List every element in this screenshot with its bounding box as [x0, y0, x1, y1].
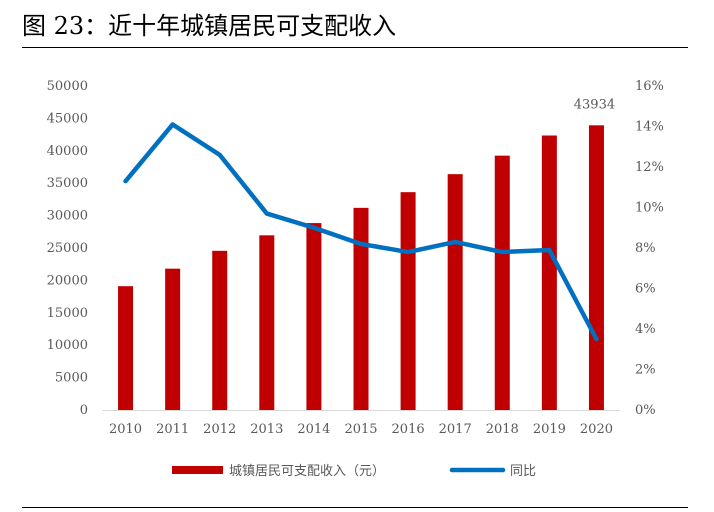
bar-2016: [400, 192, 416, 410]
y-left-tick-label: 25000: [47, 241, 88, 256]
data-label: 43934: [574, 97, 615, 112]
y-left-tick-label: 45000: [47, 111, 88, 126]
x-tick-label: 2013: [250, 422, 283, 437]
bar-2018: [494, 155, 510, 410]
legend-label-income: 城镇居民可支配收入（元）: [229, 464, 385, 479]
bar-2010: [118, 286, 134, 410]
x-tick-label: 2016: [392, 422, 425, 437]
legend-swatch-bar: [172, 466, 223, 474]
y-right-tick-label: 10%: [635, 201, 664, 216]
bar-2015: [353, 207, 369, 410]
y-left-tick-label: 35000: [47, 176, 88, 191]
x-tick-label: 2014: [297, 422, 330, 437]
bar-2020: [588, 125, 604, 410]
bar-2017: [447, 174, 463, 410]
y-left-tick-label: 15000: [47, 306, 88, 321]
y-right-tick-label: 14%: [635, 120, 664, 135]
bar-2014: [306, 223, 322, 410]
x-tick-label: 2011: [156, 422, 189, 437]
legend-label-growth: 同比: [510, 464, 536, 479]
x-tick-label: 2017: [439, 422, 472, 437]
figure-title: 图 23：近十年城镇居民可支配收入: [22, 12, 397, 40]
y-left-tick-label: 40000: [47, 144, 88, 159]
x-tick-label: 2018: [486, 422, 519, 437]
y-left-tick-label: 20000: [47, 273, 88, 288]
y-left-tick-label: 5000: [55, 371, 88, 386]
y-right-tick-label: 4%: [635, 322, 656, 337]
bottom-rule: [22, 507, 688, 508]
x-tick-label: 2015: [344, 422, 377, 437]
y-right-tick-label: 6%: [635, 282, 656, 297]
y-right-tick-label: 2%: [635, 363, 656, 378]
y-right-tick-label: 8%: [635, 241, 656, 256]
y-left-tick-label: 10000: [47, 338, 88, 353]
bar-2011: [165, 268, 181, 410]
bar-2019: [541, 135, 557, 411]
x-tick-label: 2010: [109, 422, 142, 437]
top-rule: [22, 47, 688, 48]
y-right-tick-label: 12%: [635, 160, 664, 175]
x-tick-label: 2012: [203, 422, 236, 437]
x-tick-label: 2019: [533, 422, 566, 437]
bar-2012: [212, 250, 228, 410]
y-left-tick-label: 50000: [47, 79, 88, 94]
y-left-tick-label: 0: [80, 403, 88, 418]
y-right-tick-label: 16%: [635, 79, 664, 94]
y-left-tick-label: 30000: [47, 209, 88, 224]
x-tick-label: 2020: [580, 422, 613, 437]
y-right-tick-label: 0%: [635, 403, 656, 418]
bar-2013: [259, 235, 275, 410]
